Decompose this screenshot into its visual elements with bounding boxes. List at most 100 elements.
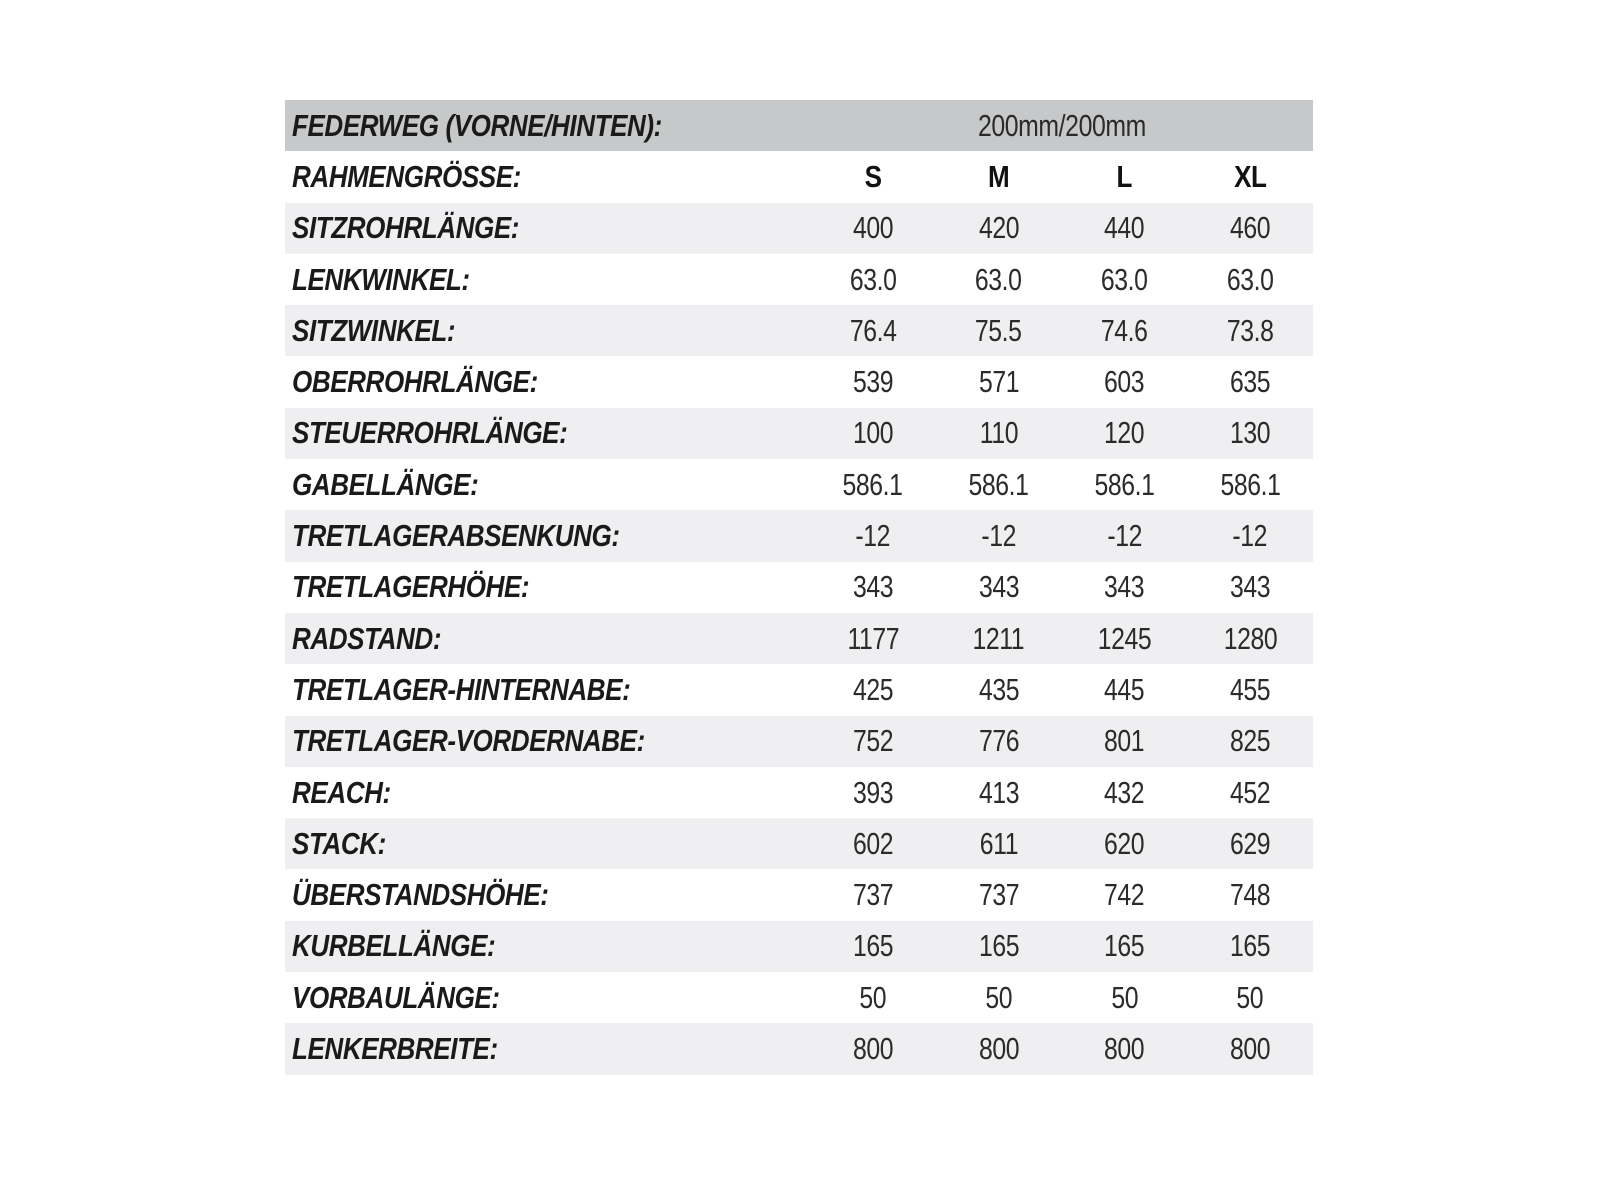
value-cell-m: 435 [936,672,1062,708]
table-row: REACH: 393 413 432 452 [285,767,1313,818]
value-s: 752 [852,723,894,759]
value-l: -12 [1107,518,1142,554]
value-cell-l: 165 [1062,928,1188,964]
value-cell-m: 63.0 [936,262,1062,298]
row-label: OBERROHRLÄNGE: [292,364,538,400]
value-m: 110 [979,415,1018,451]
value-l: 742 [1104,877,1145,913]
value-cell-l: 50 [1062,980,1188,1016]
value-l: 432 [1104,774,1145,810]
value-cell-l: 801 [1062,723,1188,759]
value-m: 413 [978,774,1020,810]
value-cell-s: 76.4 [810,313,936,349]
header-label-cell: FEDERWEG (VORNE/HINTEN): [285,108,810,144]
value-m: 75.5 [975,312,1022,348]
value-cell-m: 776 [936,723,1062,759]
value-m: 50 [985,979,1013,1015]
table-row: GABELLÄNGE: 586.1 586.1 586.1 586.1 [285,459,1313,510]
table-row: KURBELLÄNGE: 165 165 165 165 [285,920,1313,973]
value-l: 800 [1104,1030,1145,1066]
row-label: RADSTAND: [292,620,442,656]
row-label-cell: TRETLAGERABSENKUNG: [285,518,810,554]
value-xl: 63.0 [1226,261,1274,297]
row-label: GABELLÄNGE: [292,466,479,502]
row-label-cell: SITZWINKEL: [285,313,810,349]
row-label: STACK: [292,825,386,861]
value-xl: 130 [1230,415,1271,451]
row-label-cell: ÜBERSTANDSHÖHE: [285,877,810,913]
value-cell-xl: 130 [1187,415,1313,451]
value-l: 165 [1104,928,1145,964]
value-l: 445 [1104,671,1145,707]
value-m: 1211 [972,620,1025,656]
value-cell-s: 63.0 [810,262,936,298]
size-col-xl: XL [1187,159,1313,195]
value-m: -12 [981,518,1016,554]
value-l: 63.0 [1101,261,1148,297]
value-xl: 50 [1236,979,1264,1015]
value-cell-xl: 586.1 [1187,467,1313,503]
value-s: 76.4 [849,312,897,348]
value-xl: 825 [1230,723,1271,759]
row-label: STEUERROHRLÄNGE: [292,415,568,451]
row-label: ÜBERSTANDSHÖHE: [292,877,549,913]
row-label: SITZROHRLÄNGE: [292,210,520,246]
value-l: 74.6 [1101,312,1148,348]
value-cell-m: 571 [936,364,1062,400]
value-cell-m: 420 [936,210,1062,246]
value-cell-l: -12 [1062,518,1188,554]
value-cell-s: 539 [810,364,936,400]
value-m: 611 [979,825,1018,861]
value-xl: 586.1 [1220,466,1281,502]
table-row: ÜBERSTANDSHÖHE: 737 737 742 748 [285,869,1313,920]
value-cell-s: 50 [810,980,936,1016]
row-label-cell: TRETLAGERHÖHE: [285,569,810,605]
size-col-l: L [1062,159,1188,195]
table-row: LENKERBREITE: 800 800 800 800 [285,1023,1313,1075]
row-label: TRETLAGERHÖHE: [292,569,530,605]
value-l: 801 [1104,723,1145,759]
value-cell-l: 620 [1062,826,1188,862]
value-cell-m: 110 [936,415,1062,451]
value-cell-l: 742 [1062,877,1188,913]
value-cell-l: 800 [1062,1031,1188,1067]
value-cell-xl: 63.0 [1187,262,1313,298]
value-m: 435 [978,671,1020,707]
value-s: 425 [852,671,894,707]
value-cell-m: 737 [936,877,1062,913]
value-cell-m: 50 [936,980,1062,1016]
value-m: 343 [978,569,1020,605]
value-cell-s: 400 [810,210,936,246]
value-xl: 343 [1230,569,1271,605]
value-cell-s: 1177 [810,621,936,657]
value-cell-xl: 343 [1187,569,1313,605]
row-label: LENKWINKEL: [292,261,470,297]
size-l-label: L [1116,158,1133,194]
value-cell-xl: 800 [1187,1031,1313,1067]
value-xl: 1280 [1223,620,1277,656]
value-cell-s: 425 [810,672,936,708]
value-l: 1245 [1097,620,1152,656]
value-l: 586.1 [1094,466,1155,502]
table-row: SITZWINKEL: 76.4 75.5 74.6 73.8 [285,305,1313,357]
value-cell-m: 75.5 [936,313,1062,349]
value-cell-m: 586.1 [936,467,1062,503]
row-label-cell: RADSTAND: [285,621,810,657]
row-label-cell: LENKERBREITE: [285,1031,810,1067]
value-s: 539 [852,364,894,400]
value-s: 165 [852,928,894,964]
value-cell-xl: 748 [1187,877,1313,913]
table-row: RADSTAND: 1177 1211 1245 1280 [285,612,1313,665]
value-m: 165 [978,928,1020,964]
table-row: TRETLAGERABSENKUNG: -12 -12 -12 -12 [285,510,1313,562]
table-row: STEUERROHRLÄNGE: 100 110 120 130 [285,407,1313,460]
row-label-cell: OBERROHRLÄNGE: [285,364,810,400]
value-xl: 635 [1230,364,1271,400]
value-l: 343 [1104,569,1145,605]
value-m: 420 [978,210,1020,246]
value-m: 776 [978,723,1020,759]
value-cell-l: 1245 [1062,621,1188,657]
value-cell-s: 737 [810,877,936,913]
value-xl: -12 [1232,518,1268,554]
table-row: OBERROHRLÄNGE: 539 571 603 635 [285,356,1313,407]
